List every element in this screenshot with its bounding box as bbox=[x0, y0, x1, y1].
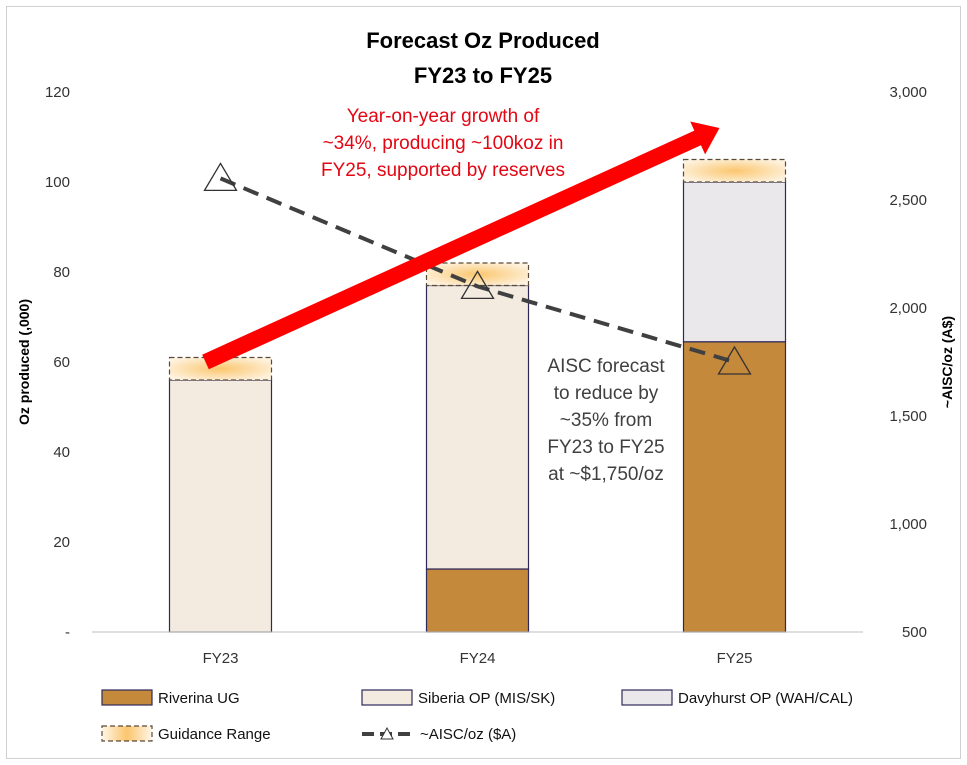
y2-tick-label: 2,500 bbox=[889, 192, 927, 209]
y-tick-label: - bbox=[65, 624, 70, 641]
y2-tick-label: 2,000 bbox=[889, 300, 927, 317]
chart-title-line: FY23 to FY25 bbox=[414, 63, 552, 88]
legend-swatch-guidance-range bbox=[101, 725, 153, 742]
aisc-annotation-line: to reduce by bbox=[554, 383, 659, 404]
legend-swatch-davyhurst-op-wah-cal bbox=[621, 689, 673, 706]
aisc-line-layer bbox=[203, 162, 752, 375]
x-tick-label-fy23: FY23 bbox=[203, 650, 239, 667]
growth-annotation-line: FY25, supported by reserves bbox=[321, 160, 565, 181]
aisc-marker-fy25 bbox=[717, 345, 752, 375]
y-tick-label: 20 bbox=[53, 534, 70, 551]
guidance-layer bbox=[168, 158, 787, 381]
legend-label-guidance-range: Guidance Range bbox=[158, 726, 271, 743]
y2-tick-label: 500 bbox=[902, 624, 927, 641]
bar-davyhurst-op-wah-cal-fy25 bbox=[682, 181, 787, 343]
bars-layer bbox=[168, 181, 787, 633]
legend-swatch-riverina-ug bbox=[101, 689, 153, 706]
y2-axis-title: ~AISC/oz (A$) bbox=[939, 316, 955, 408]
bar-riverina-ug-fy25 bbox=[682, 341, 787, 633]
axes-layer: - 20 40 60 80 100 120 500 1,000 1,500 2,000 2,500 3,… bbox=[16, 84, 955, 667]
aisc-annotation-line: FY23 to FY25 bbox=[547, 437, 664, 458]
guidance-range-fy24 bbox=[425, 262, 530, 287]
y-tick-label: 80 bbox=[53, 264, 70, 281]
bar-siberia-op-mis-sk-fy23 bbox=[168, 379, 273, 633]
growth-arrow-layer bbox=[202, 121, 720, 370]
y-tick-label: 40 bbox=[53, 444, 70, 461]
aisc-annotation-line: AISC forecast bbox=[547, 356, 665, 377]
chart-title-line: Forecast Oz Produced bbox=[366, 28, 600, 53]
y-tick-label: 60 bbox=[53, 354, 70, 371]
legend-label-davyhurst-op-wah-cal: Davyhurst OP (WAH/CAL) bbox=[678, 690, 853, 707]
growth-annotation-line: Year-on-year growth of bbox=[347, 106, 540, 127]
legend-swatch-siberia-op-mis-sk bbox=[361, 689, 413, 706]
aisc-line bbox=[219, 176, 736, 364]
legend-marker-aisc-oz-a bbox=[380, 726, 394, 740]
chart-frame bbox=[6, 6, 961, 759]
text-layer: Forecast Oz Produced FY23 to FY25 Year-on-… bbox=[321, 28, 665, 485]
legend: Riverina UG Siberia OP (MIS/SK) Davyhurst … bbox=[101, 689, 853, 743]
legend-label-siberia-op-mis-sk: Siberia OP (MIS/SK) bbox=[418, 690, 555, 707]
growth-annotation-line: ~34%, producing ~100koz in bbox=[323, 133, 564, 154]
x-tick-label-fy25: FY25 bbox=[717, 650, 753, 667]
y-tick-label: 100 bbox=[45, 174, 70, 191]
aisc-annotation-line: at ~$1,750/oz bbox=[548, 464, 664, 485]
x-tick-label-fy24: FY24 bbox=[460, 650, 496, 667]
y-axis-title: Oz produced (,000) bbox=[16, 299, 32, 425]
guidance-range-fy25 bbox=[682, 158, 787, 183]
y2-tick-label: 3,000 bbox=[889, 84, 927, 101]
aisc-annotation-line: ~35% from bbox=[560, 410, 652, 431]
y2-tick-label: 1,000 bbox=[889, 516, 927, 533]
y2-tick-label: 1,500 bbox=[889, 408, 927, 425]
legend-label-riverina-ug: Riverina UG bbox=[158, 690, 240, 707]
bar-riverina-ug-fy24 bbox=[425, 568, 530, 633]
bar-siberia-op-mis-sk-fy24 bbox=[425, 284, 530, 570]
aisc-marker-fy24 bbox=[460, 270, 495, 300]
legend-label-aisc-oz-a: ~AISC/oz ($A) bbox=[420, 726, 516, 743]
y-tick-label: 120 bbox=[45, 84, 70, 101]
aisc-marker-fy23 bbox=[203, 162, 238, 192]
growth-arrow bbox=[202, 121, 720, 370]
